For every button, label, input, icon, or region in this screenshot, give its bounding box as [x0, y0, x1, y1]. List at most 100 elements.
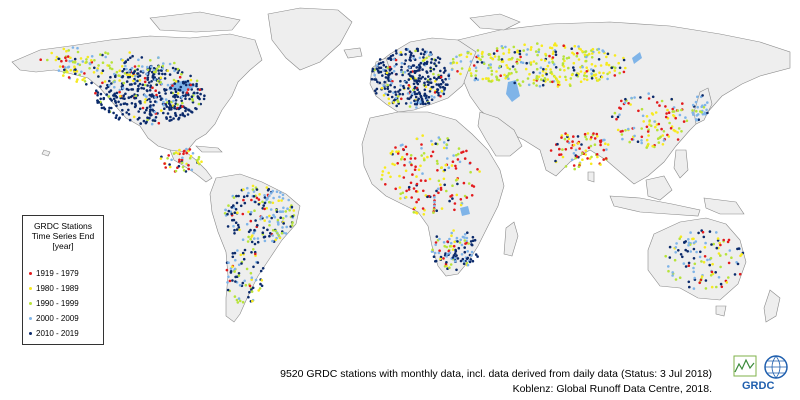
station-dot — [138, 100, 141, 103]
station-dot — [166, 83, 170, 87]
logo-text: GRDC — [742, 380, 775, 392]
station-dot — [226, 212, 229, 216]
station-dot — [237, 274, 241, 277]
station-dot — [431, 248, 434, 251]
station-dot — [71, 46, 75, 49]
station-dot — [174, 113, 177, 117]
station-dot — [393, 85, 397, 89]
station-dot — [446, 137, 449, 140]
station-dot — [605, 63, 608, 66]
station-dot — [412, 211, 416, 214]
station-dot — [430, 57, 434, 61]
station-dot — [166, 112, 170, 115]
station-dot — [664, 105, 667, 108]
station-dot — [388, 65, 392, 69]
station-dot — [185, 147, 188, 151]
station-dot — [438, 237, 441, 241]
station-dot — [62, 71, 66, 74]
station-dot — [481, 77, 485, 81]
station-dot — [566, 133, 569, 137]
station-dot — [604, 142, 607, 145]
station-dot — [740, 253, 743, 256]
station-dot — [459, 60, 463, 63]
station-dot — [429, 66, 432, 70]
station-dot — [466, 231, 469, 234]
station-dot — [100, 71, 103, 75]
station-dot — [83, 77, 86, 80]
station-dot — [123, 72, 127, 75]
station-dot — [522, 49, 525, 52]
station-dot — [393, 163, 396, 167]
station-dot — [412, 54, 415, 58]
station-dot — [590, 68, 593, 71]
station-dot — [195, 82, 198, 86]
station-dot — [566, 140, 569, 143]
station-dot — [528, 72, 531, 76]
station-dot — [587, 146, 591, 149]
station-dot — [394, 187, 398, 191]
station-dot — [128, 73, 131, 77]
station-dot — [253, 242, 257, 246]
station-dot — [171, 84, 174, 87]
station-dot — [382, 94, 386, 97]
station-dot — [448, 199, 451, 203]
station-dot — [178, 148, 181, 152]
station-dot — [200, 160, 203, 163]
station-dot — [71, 60, 75, 64]
station-dot — [651, 113, 655, 116]
station-dot — [235, 201, 239, 205]
station-dot — [577, 142, 580, 145]
station-dot — [281, 193, 285, 197]
station-dot — [281, 226, 284, 229]
station-dot — [511, 65, 515, 68]
station-dot — [468, 161, 472, 165]
station-dot — [556, 142, 559, 146]
station-dot — [134, 74, 137, 78]
station-dot — [136, 68, 139, 71]
station-dot — [119, 94, 122, 98]
station-dot — [518, 49, 522, 53]
station-dot — [689, 250, 692, 253]
station-dot — [728, 249, 732, 252]
station-dot — [166, 69, 169, 72]
station-dot — [590, 136, 593, 139]
station-dot — [242, 198, 245, 202]
station-dot — [529, 63, 533, 66]
station-dot — [425, 50, 429, 54]
station-dot — [589, 144, 593, 148]
station-dot — [448, 251, 452, 255]
station-dot — [268, 214, 271, 218]
legend-item-1919-1979: 1919 - 1979 — [29, 269, 79, 278]
station-dot — [673, 258, 677, 262]
station-dot — [440, 166, 444, 169]
station-dot — [115, 114, 118, 117]
station-dot — [437, 61, 441, 64]
station-dot — [192, 91, 196, 95]
station-dot — [458, 241, 462, 244]
station-dot — [502, 52, 505, 55]
station-dot — [613, 54, 617, 57]
station-dot — [700, 111, 703, 114]
station-dot — [453, 260, 457, 263]
station-dot — [178, 75, 182, 79]
station-dot — [407, 72, 411, 76]
station-dot — [439, 82, 443, 86]
legend-label: 2010 - 2019 — [36, 329, 79, 338]
station-dot — [572, 61, 576, 65]
station-dot — [148, 105, 152, 108]
station-dot — [390, 95, 394, 99]
station-dot — [122, 102, 126, 106]
station-dot — [602, 148, 606, 152]
station-dot — [606, 77, 609, 81]
station-dot — [140, 56, 144, 59]
station-dot — [448, 237, 451, 241]
station-dot — [454, 164, 457, 168]
station-dot — [706, 258, 709, 262]
station-dot — [265, 186, 269, 189]
station-dot — [506, 66, 510, 69]
station-dot — [478, 170, 481, 173]
station-dot — [456, 182, 459, 186]
station-dot — [167, 99, 171, 103]
station-dot — [529, 48, 533, 51]
station-dot — [394, 49, 398, 52]
